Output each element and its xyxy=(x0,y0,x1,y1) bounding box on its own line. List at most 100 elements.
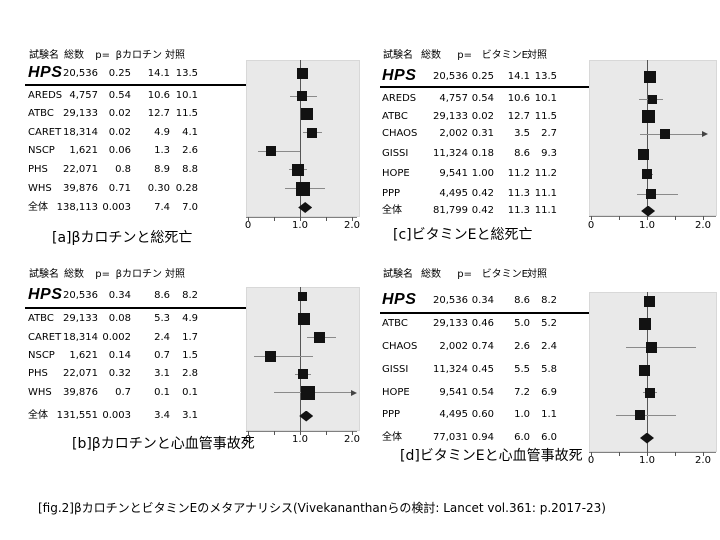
cell-NSCP-treatment: 0.7 xyxy=(154,350,170,361)
cell-HPS-p-value: 0.34 xyxy=(471,295,494,306)
trial-name-HPS: HPS xyxy=(382,66,417,84)
ci-line-PPP xyxy=(616,414,677,416)
cell-CARET-treatment: 2.4 xyxy=(154,331,170,343)
cell-ATBC-control: 5.2 xyxy=(541,318,557,329)
cell-全体-control: 3.1 xyxy=(182,410,198,421)
overall-diamond-b xyxy=(299,410,314,422)
hps-separator-line xyxy=(25,307,360,309)
reference-line xyxy=(647,60,648,216)
axis-tick xyxy=(619,452,620,456)
trial-name-HOPE: HOPE xyxy=(382,386,410,398)
cell-NSCP-control: 1.5 xyxy=(182,350,198,361)
cell-NSCP-total: 1,621 xyxy=(69,145,98,156)
estimate-square-HPS xyxy=(297,68,309,79)
cell-ATBC-treatment: 5.0 xyxy=(514,318,530,329)
cell-PHS-control: 2.8 xyxy=(182,368,198,379)
axis-tick xyxy=(647,216,648,220)
col-header-trial: 試験名 xyxy=(29,50,59,61)
cell-CARET-total: 18,314 xyxy=(63,331,98,343)
axis-tick-label: 1.0 xyxy=(292,434,308,445)
axis-tick xyxy=(300,431,301,435)
cell-CARET-p-value: 0.002 xyxy=(102,331,131,343)
cell-HOPE-p-value: 0.54 xyxy=(471,386,494,398)
cell-全体-control: 7.0 xyxy=(182,201,198,213)
axis-tick xyxy=(619,216,620,220)
trial-name-WHS: WHS xyxy=(28,386,52,398)
hps-separator-line xyxy=(25,84,360,86)
axis-tick xyxy=(647,452,648,456)
cell-PHS-control: 8.8 xyxy=(182,163,198,175)
cell-ATBC-treatment: 12.7 xyxy=(147,108,170,119)
cell-GISSI-control: 9.3 xyxy=(541,148,557,159)
reference-line xyxy=(300,60,301,217)
cell-HPS-p-value: 0.25 xyxy=(108,67,131,79)
trial-name-PHS: PHS xyxy=(28,368,48,379)
cell-全体-p-value: 0.003 xyxy=(102,410,131,421)
cell-HOPE-treatment: 7.2 xyxy=(514,386,530,398)
trial-name-AREDS: AREDS xyxy=(382,93,417,104)
estimate-square-HOPE xyxy=(644,387,655,398)
cell-PPP-control: 1.1 xyxy=(541,409,557,420)
cell-GISSI-treatment: 8.6 xyxy=(514,148,530,159)
estimate-square-PHS xyxy=(298,369,309,379)
estimate-square-HPS xyxy=(644,295,656,307)
cell-ATBC-control: 11.5 xyxy=(534,110,557,122)
axis-tick-label: 0 xyxy=(244,220,252,231)
reference-line xyxy=(300,287,301,431)
cell-WHS-p-value: 0.7 xyxy=(115,386,131,398)
cell-ATBC-total: 29,133 xyxy=(63,108,98,119)
cell-AREDS-treatment: 10.6 xyxy=(147,90,170,101)
col-header-total: 総数 xyxy=(64,269,84,280)
estimate-square-PPP xyxy=(634,410,645,420)
trial-name-ATBC: ATBC xyxy=(382,318,408,329)
col-header-treatment: ビタミンE xyxy=(481,269,528,280)
estimate-square-GISSI xyxy=(638,364,650,376)
hps-separator-line xyxy=(380,312,717,314)
cell-全体-treatment: 3.4 xyxy=(154,410,170,421)
estimate-square-AREDS xyxy=(648,94,658,104)
col-header-p-value: p= xyxy=(457,50,472,61)
cell-AREDS-treatment: 10.6 xyxy=(507,93,530,104)
cell-GISSI-p-value: 0.45 xyxy=(471,364,494,375)
cell-PHS-treatment: 8.9 xyxy=(154,163,170,175)
axis-tick-label: 2.0 xyxy=(695,455,711,466)
cell-ATBC-treatment: 12.7 xyxy=(507,110,530,122)
cell-GISSI-treatment: 5.5 xyxy=(514,364,530,375)
cell-HPS-control: 13.5 xyxy=(175,67,198,79)
overall-diamond-a xyxy=(298,202,313,213)
cell-HOPE-total: 9,541 xyxy=(439,168,468,179)
estimate-square-PPP xyxy=(646,189,657,199)
cell-NSCP-p-value: 0.14 xyxy=(108,350,131,361)
col-header-total: 総数 xyxy=(64,50,84,61)
cell-全体-total: 138,113 xyxy=(56,201,98,213)
cell-GISSI-p-value: 0.18 xyxy=(471,148,494,159)
estimate-square-HOPE xyxy=(642,169,652,179)
cell-WHS-control: 0.1 xyxy=(182,386,198,398)
cell-全体-treatment: 6.0 xyxy=(514,432,530,443)
cell-PHS-p-value: 0.8 xyxy=(115,163,131,175)
panel-c-caption: [c]ビタミンEと総死亡 xyxy=(393,227,533,243)
axis-tick-label: 1.0 xyxy=(639,220,655,231)
cell-全体-total: 77,031 xyxy=(433,432,468,443)
x-axis xyxy=(589,452,716,453)
trial-name-全体: 全体 xyxy=(28,201,48,213)
cell-HOPE-treatment: 11.2 xyxy=(507,168,530,179)
estimate-square-CARET xyxy=(306,127,317,138)
cell-ATBC-total: 29,133 xyxy=(433,318,468,329)
cell-ATBC-control: 4.9 xyxy=(182,313,198,324)
cell-NSCP-control: 2.6 xyxy=(182,145,198,156)
cell-HPS-control: 8.2 xyxy=(182,290,198,301)
ci-line-CHAOS xyxy=(640,133,703,135)
estimate-square-AREDS xyxy=(297,91,308,101)
col-header-total: 総数 xyxy=(421,50,441,61)
cell-全体-control: 11.1 xyxy=(534,205,557,216)
axis-tick xyxy=(352,431,353,435)
col-header-control: 対照 xyxy=(165,50,185,61)
cell-全体-p-value: 0.42 xyxy=(471,205,494,216)
trial-name-全体: 全体 xyxy=(382,432,402,443)
cell-NSCP-treatment: 1.3 xyxy=(154,145,170,156)
estimate-square-CHAOS xyxy=(659,129,670,139)
estimate-square-CHAOS xyxy=(645,341,657,353)
cell-HPS-total: 20,536 xyxy=(63,290,98,301)
cell-HPS-treatment: 8.6 xyxy=(514,295,530,306)
